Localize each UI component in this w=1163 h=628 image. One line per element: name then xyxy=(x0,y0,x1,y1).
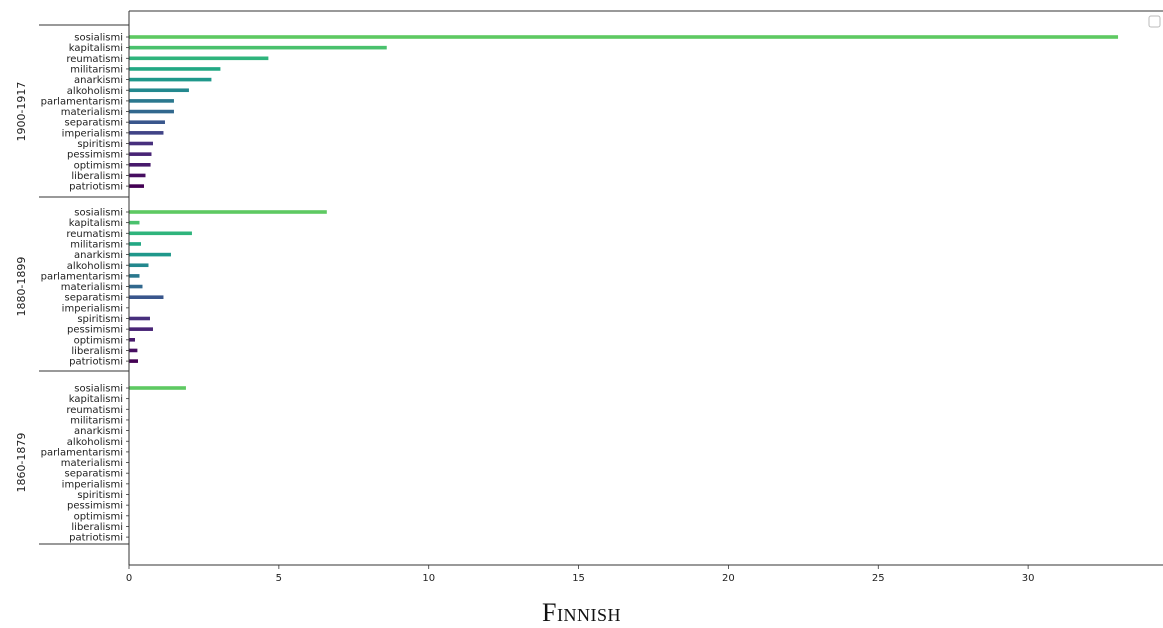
category-label: spiritismi xyxy=(77,139,123,150)
bar-1880-1899-optimismi xyxy=(129,338,135,342)
legend-box[interactable] xyxy=(1148,15,1161,28)
category-label: optimismi xyxy=(74,335,123,346)
x-tick-label: 25 xyxy=(872,573,885,584)
category-label: alkoholismi xyxy=(67,437,123,448)
category-label: reumatismi xyxy=(66,229,123,240)
category-labels: sosialismikapitalismireumatismimilitaris… xyxy=(41,33,129,544)
bar-1880-1899-pessimismi xyxy=(129,327,153,331)
category-label: anarkismi xyxy=(74,250,123,261)
bar-1900-1917-liberalismi xyxy=(129,173,146,178)
bar-1900-1917-patriotismi xyxy=(129,184,144,188)
category-label: alkoholismi xyxy=(67,86,123,97)
bar-1880-1899-spiritismi xyxy=(129,316,150,321)
category-label: separatismi xyxy=(64,118,123,129)
bar-1880-1899-anarkismi xyxy=(129,252,171,257)
category-label: liberalismi xyxy=(71,171,123,182)
category-label: sosialismi xyxy=(74,208,123,219)
category-label: spiritismi xyxy=(77,490,123,501)
plot-frame xyxy=(128,10,1163,566)
category-label: kapitalismi xyxy=(69,43,123,54)
category-label: sosialismi xyxy=(74,33,123,44)
category-label: optimismi xyxy=(74,160,123,171)
category-label: liberalismi xyxy=(71,346,123,357)
group-label: 1900-1917 xyxy=(15,82,28,142)
bar-1900-1917-pessimismi xyxy=(129,152,152,156)
category-label: militarismi xyxy=(70,415,123,426)
category-label: patriotismi xyxy=(69,533,123,544)
category-label: anarkismi xyxy=(74,426,123,437)
category-label: kapitalismi xyxy=(69,218,123,229)
group-labels: 1900-1917 1880-1899 1860-1879 xyxy=(15,24,129,545)
category-label: patriotismi xyxy=(69,182,123,193)
bar-1880-1899-reumatismi xyxy=(129,231,192,236)
category-label: parlamentarismi xyxy=(41,447,123,458)
bar-1880-1899-materialismi xyxy=(129,284,143,289)
chart-caption: Finnish xyxy=(542,598,621,627)
category-label: materialismi xyxy=(61,107,123,118)
category-label: pessimismi xyxy=(67,150,123,161)
category-label: sosialismi xyxy=(74,384,123,395)
bar-1860-1879-sosialismi xyxy=(129,386,186,390)
bar-chart: sosialismikapitalismireumatismimilitaris… xyxy=(15,10,1163,584)
category-label: parlamentarismi xyxy=(41,96,123,107)
x-tick-label: 15 xyxy=(572,573,585,584)
bar-1900-1917-spiritismi xyxy=(129,141,153,146)
category-label: imperialismi xyxy=(62,479,123,490)
category-label: reumatismi xyxy=(66,54,123,65)
x-tick-label: 0 xyxy=(126,573,132,584)
category-label: materialismi xyxy=(61,282,123,293)
bar-1880-1899-parlamentarismi xyxy=(129,274,140,278)
bar-1900-1917-militarismi xyxy=(129,67,221,71)
x-axis: 0 5 10 15 20 25 30 xyxy=(126,565,1035,584)
category-label: patriotismi xyxy=(69,357,123,368)
category-label: optimismi xyxy=(74,511,123,522)
category-label: militarismi xyxy=(70,239,123,250)
bar-1900-1917-sosialismi xyxy=(129,35,1119,39)
x-tick-label: 10 xyxy=(422,573,435,584)
category-label: spiritismi xyxy=(77,314,123,325)
bar-1880-1899-kapitalismi xyxy=(129,220,140,225)
bar-1880-1899-militarismi xyxy=(129,242,141,246)
bar-1900-1917-parlamentarismi xyxy=(129,99,174,103)
category-label: materialismi xyxy=(61,458,123,469)
x-tick-label: 30 xyxy=(1022,573,1035,584)
category-label: reumatismi xyxy=(66,405,123,416)
bar-1900-1917-separatismi xyxy=(129,120,165,124)
category-label: separatismi xyxy=(64,469,123,480)
bar-1900-1917-optimismi xyxy=(129,163,151,167)
category-label: liberalismi xyxy=(71,522,123,533)
bar-1880-1899-sosialismi xyxy=(129,210,327,214)
bar-1900-1917-alkoholismi xyxy=(129,88,189,93)
group-label: 1880-1899 xyxy=(15,257,28,317)
category-label: alkoholismi xyxy=(67,261,123,272)
category-label: parlamentarismi xyxy=(41,271,123,282)
x-tick-label: 5 xyxy=(276,573,282,584)
bar-1900-1917-anarkismi xyxy=(129,77,212,82)
category-label: separatismi xyxy=(64,293,123,304)
category-label: anarkismi xyxy=(74,75,123,86)
bar-1900-1917-materialismi xyxy=(129,109,174,114)
bars-layer xyxy=(129,35,1119,390)
bar-1880-1899-separatismi xyxy=(129,295,164,299)
x-tick-label: 20 xyxy=(722,573,735,584)
category-label: pessimismi xyxy=(67,501,123,512)
category-label: pessimismi xyxy=(67,325,123,336)
group-label: 1860-1879 xyxy=(15,433,28,493)
bar-1880-1899-liberalismi xyxy=(129,348,138,353)
bar-1880-1899-alkoholismi xyxy=(129,263,149,268)
category-label: kapitalismi xyxy=(69,394,123,405)
category-label: militarismi xyxy=(70,64,123,75)
bar-1900-1917-imperialismi xyxy=(129,131,164,135)
category-label: imperialismi xyxy=(62,128,123,139)
category-label: imperialismi xyxy=(62,303,123,314)
bar-1900-1917-reumatismi xyxy=(129,56,269,61)
bar-1880-1899-patriotismi xyxy=(129,359,138,363)
bar-1900-1917-kapitalismi xyxy=(129,45,387,50)
